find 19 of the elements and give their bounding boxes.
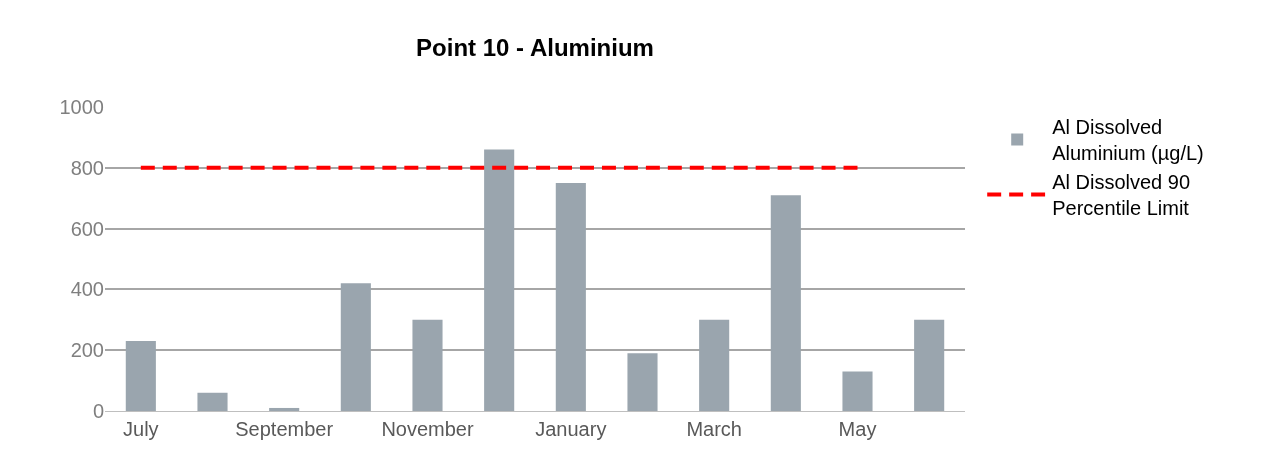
legend-label: Al Dissolved 90 Percentile Limit — [1052, 171, 1191, 220]
x-tick-label: January — [535, 418, 607, 440]
bar — [269, 407, 300, 411]
y-tick-label: 600 — [70, 217, 104, 240]
x-tick-label: March — [686, 418, 742, 440]
bar — [627, 353, 658, 411]
x-tick-label: September — [235, 418, 334, 440]
chart-title: Point 10 - Aluminium — [416, 33, 654, 61]
bar — [197, 392, 228, 411]
x-tick-label: May — [838, 418, 877, 440]
y-tick-label: 0 — [92, 400, 104, 422]
y-tick-label: 800 — [70, 156, 104, 179]
y-tick-label: 400 — [70, 278, 104, 301]
x-tick-label: July — [123, 418, 159, 440]
y-tick-label: 200 — [70, 339, 104, 362]
x-tick-label: November — [381, 418, 474, 440]
legend-label: Al Dissolved Aluminium (µg/L) — [1052, 116, 1204, 165]
bar — [842, 371, 873, 411]
y-tick-label: 1000 — [59, 96, 104, 118]
